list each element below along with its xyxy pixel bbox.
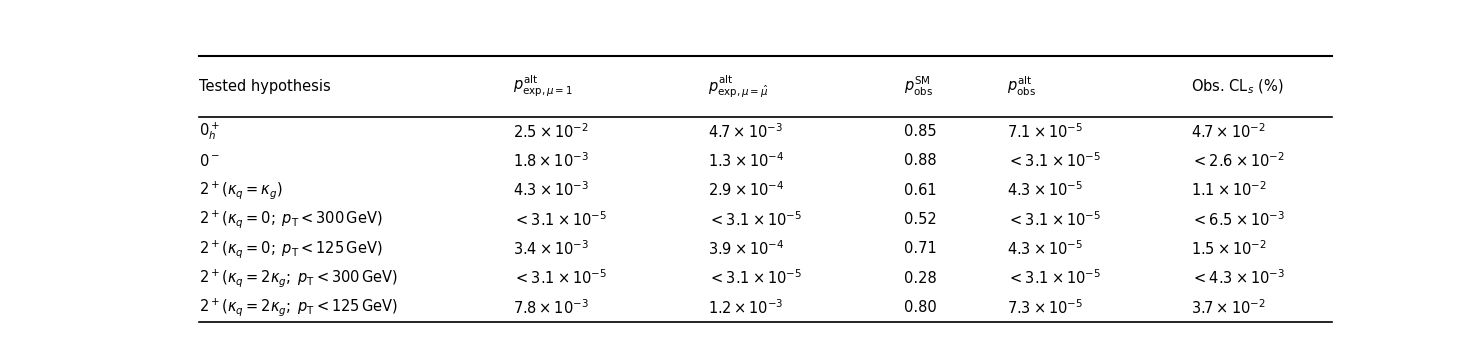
Text: 0.61: 0.61 (903, 183, 936, 198)
Text: 0.52: 0.52 (903, 212, 936, 227)
Text: 0.71: 0.71 (903, 241, 936, 256)
Text: $2^+(\kappa_q = 0;\; p_{\mathrm{T}} < 125\,\mathrm{GeV})$: $2^+(\kappa_q = 0;\; p_{\mathrm{T}} < 12… (199, 238, 383, 260)
Text: $4.7 \times 10^{-2}$: $4.7 \times 10^{-2}$ (1191, 122, 1266, 141)
Text: 0.85: 0.85 (903, 124, 936, 139)
Text: $1.2 \times 10^{-3}$: $1.2 \times 10^{-3}$ (709, 298, 783, 317)
Text: $0^-$: $0^-$ (199, 153, 219, 169)
Text: $7.1 \times 10^{-5}$: $7.1 \times 10^{-5}$ (1007, 122, 1083, 141)
Text: $1.3 \times 10^{-4}$: $1.3 \times 10^{-4}$ (709, 151, 785, 170)
Text: $1.8 \times 10^{-3}$: $1.8 \times 10^{-3}$ (513, 151, 589, 170)
Text: $2^+(\kappa_q = 2\kappa_g;\; p_{\mathrm{T}} < 125\,\mathrm{GeV})$: $2^+(\kappa_q = 2\kappa_g;\; p_{\mathrm{… (199, 297, 399, 318)
Text: $<2.6 \times 10^{-2}$: $<2.6 \times 10^{-2}$ (1191, 151, 1284, 170)
Text: $p^{\mathrm{SM}}_{\mathrm{obs}}$: $p^{\mathrm{SM}}_{\mathrm{obs}}$ (903, 75, 933, 98)
Text: $2^+(\kappa_q = \kappa_g)$: $2^+(\kappa_q = \kappa_g)$ (199, 179, 283, 201)
Text: $4.3 \times 10^{-5}$: $4.3 \times 10^{-5}$ (1007, 239, 1083, 258)
Text: $0^+_h$: $0^+_h$ (199, 120, 219, 142)
Text: $p^{\mathrm{alt}}_{\mathrm{exp},\mu=1}$: $p^{\mathrm{alt}}_{\mathrm{exp},\mu=1}$ (513, 74, 572, 99)
Text: $7.3 \times 10^{-5}$: $7.3 \times 10^{-5}$ (1007, 298, 1083, 317)
Text: $<3.1 \times 10^{-5}$: $<3.1 \times 10^{-5}$ (1007, 210, 1102, 229)
Text: $p^{\mathrm{alt}}_{\mathrm{exp},\mu=\hat{\mu}}$: $p^{\mathrm{alt}}_{\mathrm{exp},\mu=\hat… (709, 73, 768, 100)
Text: $<4.3 \times 10^{-3}$: $<4.3 \times 10^{-3}$ (1191, 269, 1286, 287)
Text: $4.7 \times 10^{-3}$: $4.7 \times 10^{-3}$ (709, 122, 783, 141)
Text: $1.5 \times 10^{-2}$: $1.5 \times 10^{-2}$ (1191, 239, 1266, 258)
Text: $<3.1 \times 10^{-5}$: $<3.1 \times 10^{-5}$ (1007, 269, 1102, 287)
Text: $<6.5 \times 10^{-3}$: $<6.5 \times 10^{-3}$ (1191, 210, 1286, 229)
Text: Tested hypothesis: Tested hypothesis (199, 79, 331, 94)
Text: $2.5 \times 10^{-2}$: $2.5 \times 10^{-2}$ (513, 122, 589, 141)
Text: $p^{\mathrm{alt}}_{\mathrm{obs}}$: $p^{\mathrm{alt}}_{\mathrm{obs}}$ (1007, 75, 1037, 98)
Text: $<3.1 \times 10^{-5}$: $<3.1 \times 10^{-5}$ (709, 210, 802, 229)
Text: Obs. CL$_s$ (%): Obs. CL$_s$ (%) (1191, 77, 1284, 96)
Text: $<3.1 \times 10^{-5}$: $<3.1 \times 10^{-5}$ (513, 210, 607, 229)
Text: $2.9 \times 10^{-4}$: $2.9 \times 10^{-4}$ (709, 181, 785, 199)
Text: $<3.1 \times 10^{-5}$: $<3.1 \times 10^{-5}$ (513, 269, 607, 287)
Text: 0.88: 0.88 (903, 153, 936, 168)
Text: 0.80: 0.80 (903, 300, 936, 315)
Text: 0.28: 0.28 (903, 271, 936, 286)
Text: $2^+(\kappa_q = 2\kappa_g;\; p_{\mathrm{T}} < 300\,\mathrm{GeV})$: $2^+(\kappa_q = 2\kappa_g;\; p_{\mathrm{… (199, 267, 399, 289)
Text: $4.3 \times 10^{-3}$: $4.3 \times 10^{-3}$ (513, 181, 589, 199)
Text: $3.4 \times 10^{-3}$: $3.4 \times 10^{-3}$ (513, 239, 589, 258)
Text: $4.3 \times 10^{-5}$: $4.3 \times 10^{-5}$ (1007, 181, 1083, 199)
Text: $1.1 \times 10^{-2}$: $1.1 \times 10^{-2}$ (1191, 181, 1266, 199)
Text: $2^+(\kappa_q = 0;\; p_{\mathrm{T}} < 300\,\mathrm{GeV})$: $2^+(\kappa_q = 0;\; p_{\mathrm{T}} < 30… (199, 209, 383, 230)
Text: $<3.1 \times 10^{-5}$: $<3.1 \times 10^{-5}$ (1007, 151, 1102, 170)
Text: $7.8 \times 10^{-3}$: $7.8 \times 10^{-3}$ (513, 298, 589, 317)
Text: $3.7 \times 10^{-2}$: $3.7 \times 10^{-2}$ (1191, 298, 1266, 317)
Text: $3.9 \times 10^{-4}$: $3.9 \times 10^{-4}$ (709, 239, 785, 258)
Text: $<3.1 \times 10^{-5}$: $<3.1 \times 10^{-5}$ (709, 269, 802, 287)
